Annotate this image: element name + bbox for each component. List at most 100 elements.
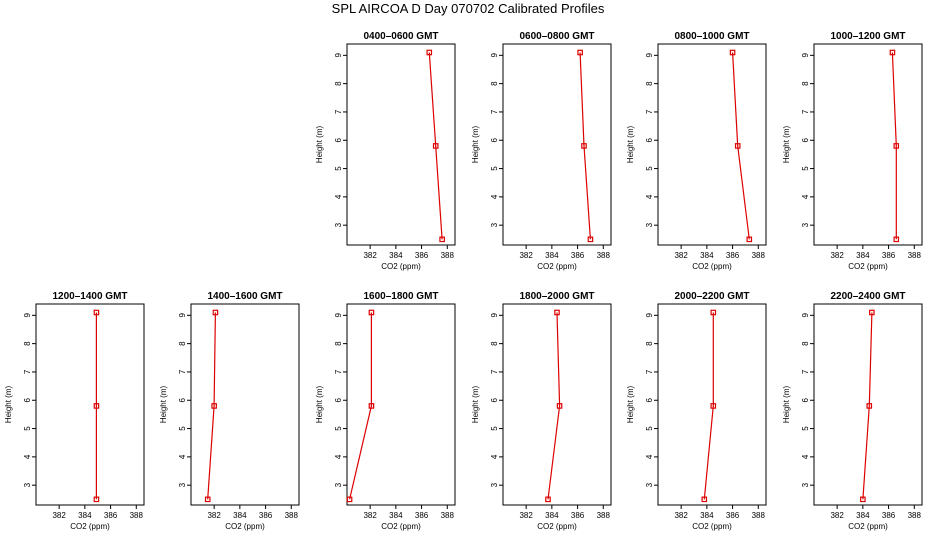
y-tick-label: 4	[334, 454, 343, 459]
panel-title: 2000–2200 GMT	[674, 291, 749, 302]
x-tick-label: 386	[415, 251, 429, 260]
y-tick-label: 7	[334, 109, 343, 114]
y-tick-label: 6	[801, 397, 810, 402]
data-point	[893, 143, 900, 149]
profile-line	[862, 312, 873, 500]
x-tick-label: 384	[545, 251, 559, 260]
y-axis-label: Height (m)	[626, 385, 635, 423]
x-tick-label: 382	[519, 251, 533, 260]
data-point	[554, 309, 560, 316]
y-tick-label: 4	[334, 194, 343, 199]
profile-panel: 0800–1000 GMT 382 384 386 388 3 4 5 6 7 8 9 CO2 (ppm…	[626, 31, 767, 271]
y-tick-label: 6	[645, 397, 654, 402]
x-tick-label: 386	[415, 511, 429, 520]
data-point	[204, 496, 211, 503]
y-tick-label: 6	[23, 397, 32, 402]
profile-panel: 1800–2000 GMT 382 384 386 388 3 4 5 6 7 8 9 CO2 (ppm…	[471, 291, 612, 531]
y-tick-label: 7	[178, 369, 187, 374]
profile-panel: 1000–1200 GMT 382 384 386 388 3 4 5 6 7 8 9 CO2 (ppm…	[782, 31, 923, 271]
profile-line	[732, 52, 750, 240]
data-point	[556, 403, 563, 409]
x-tick-label: 382	[519, 511, 533, 520]
y-tick-label: 3	[645, 222, 654, 227]
data-point	[889, 49, 896, 56]
x-tick-label: 382	[207, 511, 221, 520]
x-axis-label: CO2 (ppm)	[381, 522, 421, 531]
y-tick-label: 5	[23, 426, 32, 431]
x-tick-label: 382	[363, 251, 377, 260]
y-tick-label: 9	[645, 53, 654, 58]
data-point	[869, 309, 875, 316]
x-tick-label: 382	[674, 251, 688, 260]
y-axis-label: Height (m)	[782, 125, 791, 163]
profile-line	[891, 52, 897, 240]
x-tick-label: 382	[674, 511, 688, 520]
plot-frame	[813, 303, 923, 506]
plot-frame	[813, 43, 923, 246]
y-tick-label: 4	[23, 454, 32, 459]
x-tick-label: 386	[726, 251, 740, 260]
data-point	[746, 236, 753, 243]
profile-panel: 1200–1400 GMT 382 384 386 388 3 4 5 6 7 8 9 CO2 (ppm…	[4, 291, 145, 531]
y-tick-label: 4	[645, 194, 654, 199]
panel-title: 1000–1200 GMT	[830, 31, 905, 42]
y-tick-label: 3	[334, 482, 343, 487]
y-tick-label: 5	[645, 166, 654, 171]
x-axis-label: CO2 (ppm)	[381, 262, 421, 271]
x-tick-label: 386	[726, 511, 740, 520]
plot-frame	[346, 43, 456, 246]
y-tick-label: 7	[490, 109, 499, 114]
data-point	[866, 403, 873, 409]
y-tick-label: 3	[645, 482, 654, 487]
x-tick-label: 384	[389, 511, 403, 520]
x-tick-label: 386	[571, 511, 585, 520]
panel-title: 2200–2400 GMT	[830, 291, 905, 302]
panel-title: 0800–1000 GMT	[674, 31, 749, 42]
y-axis-label: Height (m)	[315, 385, 324, 423]
x-axis-label: CO2 (ppm)	[225, 522, 265, 531]
data-point	[860, 496, 866, 503]
data-point	[426, 49, 433, 56]
x-tick-label: 388	[441, 251, 455, 260]
plot-frame	[35, 303, 145, 506]
profile-panel: 2000–2200 GMT 382 384 386 388 3 4 5 6 7 8 9 CO2 (ppm…	[626, 291, 767, 531]
y-axis-label: Height (m)	[626, 125, 635, 163]
panel-title: 0600–0800 GMT	[519, 31, 594, 42]
y-tick-label: 3	[490, 222, 499, 227]
x-tick-label: 384	[233, 511, 247, 520]
y-tick-label: 5	[801, 166, 810, 171]
y-tick-label: 7	[23, 369, 32, 374]
profile-panel: 1600–1800 GMT 382 384 386 388 3 4 5 6 7 8 9 CO2 (ppm…	[315, 291, 456, 531]
data-point	[577, 49, 583, 56]
x-axis-label: CO2 (ppm)	[692, 262, 732, 271]
figure-title: SPL AIRCOA D Day 070702 Calibrated Profi…	[331, 1, 605, 16]
x-tick-label: 388	[597, 511, 611, 520]
data-point	[587, 236, 594, 243]
y-axis-label: Height (m)	[782, 385, 791, 423]
data-point	[211, 403, 217, 409]
plot-frame	[657, 303, 767, 506]
x-axis-label: CO2 (ppm)	[848, 522, 888, 531]
y-tick-label: 7	[645, 109, 654, 114]
y-tick-label: 7	[801, 109, 810, 114]
y-tick-label: 9	[334, 313, 343, 318]
y-tick-label: 9	[801, 53, 810, 58]
x-tick-label: 384	[856, 511, 870, 520]
y-tick-label: 8	[490, 81, 499, 86]
data-point	[545, 496, 551, 503]
data-point	[439, 236, 445, 243]
y-axis-label: Height (m)	[159, 385, 168, 423]
plot-frame	[346, 303, 456, 506]
y-tick-label: 3	[178, 482, 187, 487]
data-point	[368, 309, 375, 316]
y-tick-label: 3	[23, 482, 32, 487]
panel-title: 1600–1800 GMT	[363, 291, 438, 302]
data-point	[893, 236, 900, 243]
y-tick-label: 3	[334, 222, 343, 227]
y-tick-label: 9	[801, 313, 810, 318]
y-tick-label: 7	[801, 369, 810, 374]
x-tick-label: 386	[104, 511, 118, 520]
x-tick-label: 384	[700, 511, 714, 520]
x-tick-label: 382	[52, 511, 66, 520]
y-tick-label: 4	[178, 454, 187, 459]
